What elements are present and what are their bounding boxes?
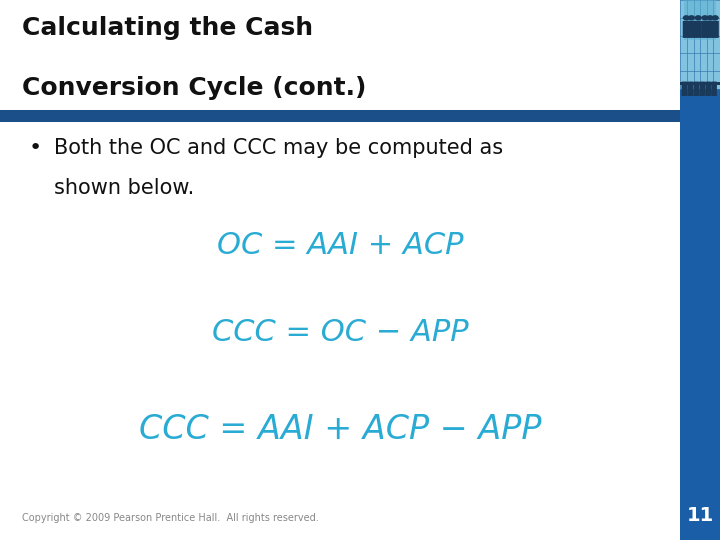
FancyBboxPatch shape — [701, 21, 708, 38]
FancyBboxPatch shape — [711, 21, 719, 38]
Text: OC = AAI + ACP: OC = AAI + ACP — [217, 231, 464, 260]
Text: Both the OC and CCC may be computed as: Both the OC and CCC may be computed as — [54, 138, 503, 158]
Circle shape — [706, 15, 714, 21]
Text: Copyright © 2009 Pearson Prentice Hall.  All rights reserved.: Copyright © 2009 Pearson Prentice Hall. … — [22, 514, 318, 523]
Bar — [680, 0, 720, 540]
Circle shape — [683, 15, 690, 21]
Text: Calculating the Cash: Calculating the Cash — [22, 16, 312, 40]
Bar — [680, 83, 720, 85]
Bar — [680, 0, 720, 89]
FancyBboxPatch shape — [681, 82, 687, 96]
FancyBboxPatch shape — [699, 82, 705, 96]
FancyBboxPatch shape — [693, 82, 699, 96]
FancyBboxPatch shape — [683, 21, 690, 38]
FancyBboxPatch shape — [688, 21, 695, 38]
Circle shape — [695, 15, 702, 21]
Bar — [680, 491, 720, 540]
Text: •: • — [29, 138, 42, 158]
Circle shape — [701, 15, 708, 21]
Circle shape — [711, 15, 719, 21]
FancyBboxPatch shape — [695, 21, 702, 38]
Circle shape — [688, 15, 695, 21]
Text: CCC = OC − APP: CCC = OC − APP — [212, 318, 469, 347]
Text: CCC = AAI + ACP − APP: CCC = AAI + ACP − APP — [139, 413, 541, 446]
FancyBboxPatch shape — [706, 21, 714, 38]
Text: Conversion Cycle (cont.): Conversion Cycle (cont.) — [22, 76, 366, 99]
FancyBboxPatch shape — [705, 82, 711, 96]
Bar — [684, 0, 716, 40]
Bar — [0, 110, 680, 122]
Text: shown below.: shown below. — [54, 178, 194, 198]
FancyBboxPatch shape — [688, 82, 693, 96]
FancyBboxPatch shape — [711, 82, 717, 96]
Text: 11: 11 — [687, 506, 714, 525]
